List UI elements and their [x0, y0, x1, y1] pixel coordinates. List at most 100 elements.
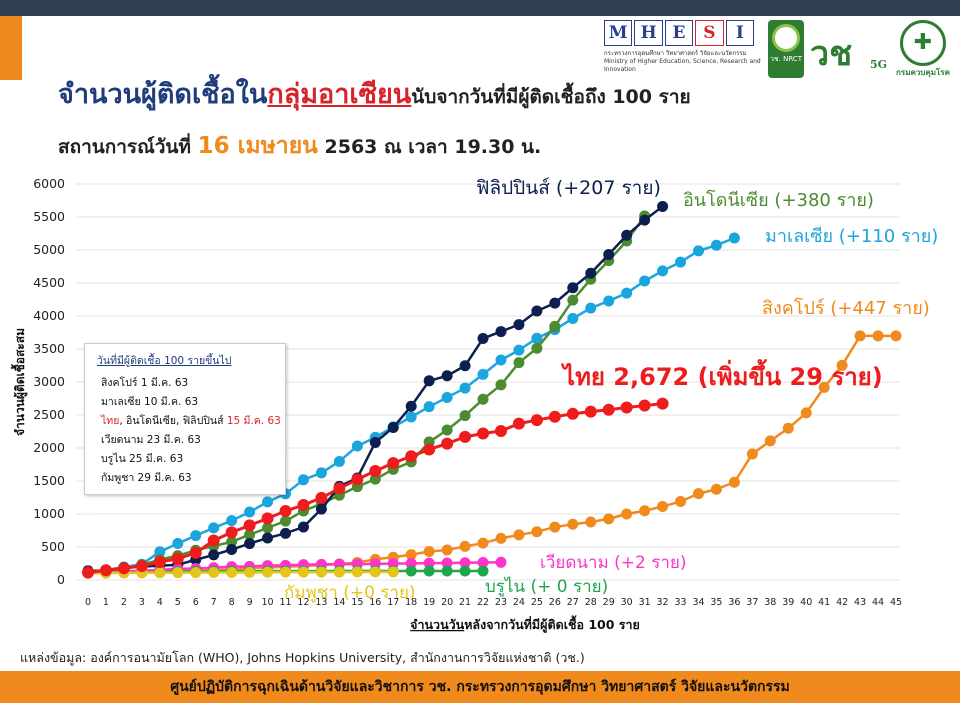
data-point	[99, 564, 112, 577]
mhesi-letter: I	[725, 20, 755, 46]
x-tick-label: 27	[567, 597, 579, 608]
data-point	[638, 399, 651, 412]
page-subtitle: สถานการณ์วันที่ 16 เมษายน 2563 ณ เวลา 19…	[58, 128, 541, 164]
data-point	[441, 424, 453, 436]
y-tick-label: 5000	[33, 242, 65, 257]
data-point	[567, 518, 579, 530]
y-tick-label: 5500	[33, 209, 65, 224]
data-point	[244, 506, 256, 518]
x-tick-label: 1	[103, 597, 109, 608]
x-tick-label: 33	[674, 597, 686, 608]
x-tick-label: 41	[818, 597, 830, 608]
nrct-label: วช. NRCT	[769, 55, 803, 63]
data-point	[513, 357, 525, 369]
wch-label: วช	[810, 34, 853, 74]
data-point	[459, 382, 471, 394]
data-point	[262, 522, 274, 534]
data-point	[890, 330, 902, 342]
data-point	[387, 421, 399, 433]
data-point	[261, 512, 274, 525]
x-tick-label: 3	[139, 597, 145, 608]
info-row-malaysia: มาเลเซีย 10 มี.ค. 63	[101, 396, 199, 408]
y-tick-label: 3000	[33, 374, 65, 389]
data-point	[513, 344, 525, 356]
x-tick-label: 28	[585, 597, 597, 608]
y-tick-label: 3500	[33, 341, 65, 356]
data-point	[585, 516, 597, 528]
wch-5g-label: 5G	[870, 58, 888, 71]
data-point	[603, 248, 615, 260]
x-tick-label: 6	[193, 597, 199, 608]
logo-strip: M H E S I กระทรวงการอุดมศึกษา วิทยาศาสตร…	[600, 20, 955, 84]
series-label: มาเลเซีย (+110 ราย)	[765, 226, 938, 247]
data-point	[226, 566, 238, 578]
x-axis-label-rest: หลังจากวันที่มีผู้ติดเชื้อ 100 ราย	[464, 615, 640, 633]
data-point	[225, 526, 238, 539]
data-point	[297, 474, 309, 486]
x-tick-label: 17	[387, 597, 399, 608]
info-row-vietnam: เวียดนาม 23 มี.ค. 63	[101, 434, 201, 446]
x-tick-label: 45	[890, 597, 902, 608]
info-row-thailand-indonesia-philippines: ไทย, อินโดนีเซีย, ฟิลิปปินส์ 15 มี.ค. 63	[101, 412, 281, 429]
data-point	[441, 437, 454, 450]
data-point	[513, 319, 525, 331]
ddc-label: กรมควบคุมโรค	[896, 68, 950, 77]
data-point	[280, 515, 292, 527]
data-point	[243, 519, 256, 532]
data-point	[405, 565, 417, 577]
x-tick-label: 11	[279, 597, 291, 608]
info-row-thailand: ไทย	[101, 415, 120, 427]
series-label: สิงคโปร์ (+447 ราย)	[762, 297, 930, 319]
x-tick-label: 22	[477, 597, 489, 608]
data-point	[477, 537, 489, 549]
data-point	[333, 566, 345, 578]
x-tick-label: 42	[836, 597, 848, 608]
data-point	[208, 522, 220, 534]
mhesi-letter: S	[695, 20, 724, 46]
data-point	[226, 515, 238, 527]
data-point	[154, 567, 166, 579]
data-source: แหล่งข้อมูล: องค์การอนามัยโลก (WHO), Joh…	[20, 650, 585, 665]
data-point	[244, 566, 256, 578]
data-point	[549, 320, 561, 332]
page-title: จำนวนผู้ติดเชื้อในกลุ่มอาเซียนนับจากวันท…	[58, 72, 691, 115]
data-point	[423, 375, 435, 387]
x-axis-label-underlined: จำนวนวัน	[410, 617, 464, 632]
data-point	[315, 467, 327, 479]
series-line	[87, 334, 896, 575]
x-tick-label: 13	[315, 597, 327, 608]
data-point	[657, 265, 669, 277]
y-tick-label: 0	[57, 572, 65, 587]
data-point	[584, 405, 597, 418]
data-point	[262, 566, 274, 578]
x-axis-label: จำนวนวันหลังจากวันที่มีผู้ติดเชื้อ 100 ร…	[410, 615, 640, 633]
data-point	[172, 538, 184, 550]
x-tick-label: 19	[423, 597, 435, 608]
data-point	[280, 527, 292, 539]
data-point	[495, 326, 507, 338]
mhesi-caption: กระทรวงการอุดมศึกษา วิทยาศาสตร์ วิจัยและ…	[604, 50, 761, 73]
data-point	[351, 473, 364, 486]
title-part2: นับจากวันที่มีผู้ติดเชื้อถึง 100 ราย	[411, 86, 691, 108]
data-point	[171, 552, 184, 565]
data-point	[818, 381, 830, 393]
data-point	[459, 410, 471, 422]
wch-5g-logo: วช 5G	[810, 26, 890, 76]
data-point	[315, 503, 327, 515]
data-point	[656, 397, 669, 410]
data-point	[495, 354, 507, 366]
x-tick-label: 20	[441, 597, 453, 608]
info-row-brunei: บรูไน 25 มี.ค. 63	[101, 453, 184, 465]
data-point	[728, 476, 740, 488]
data-point	[423, 565, 435, 577]
nrct-logo: วช. NRCT	[768, 20, 804, 78]
data-point	[459, 540, 471, 552]
series-label: เวียดนาม (+2 ราย)	[540, 553, 687, 573]
x-tick-label: 23	[495, 597, 507, 608]
data-point	[477, 565, 489, 577]
info-box-header: วันที่มีผู้ติดเชื้อ 100 รายขึ้นไป	[97, 352, 231, 369]
data-point	[530, 414, 543, 427]
data-point	[585, 267, 597, 279]
data-point	[441, 370, 453, 382]
data-point	[710, 239, 722, 251]
